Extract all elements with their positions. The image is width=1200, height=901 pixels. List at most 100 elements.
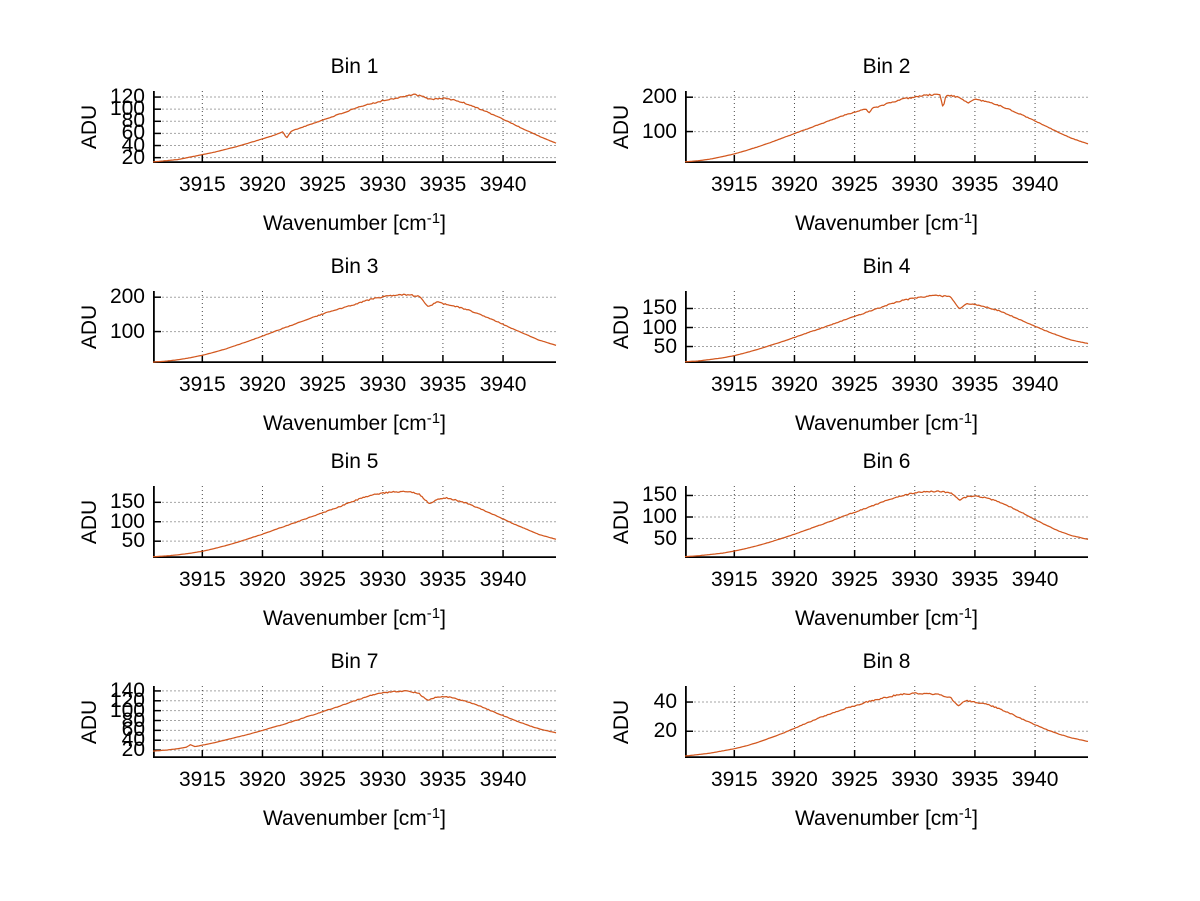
spectrum-curve <box>684 93 1089 163</box>
subplot-bin-3: Bin 3 ADU 100 200 3915 3920 3925 3930 3935 3940 Wa… <box>33 255 578 441</box>
x-tick-label: 3935 <box>419 173 467 196</box>
x-tick-label: 3940 <box>1011 568 1059 591</box>
x-tick-label: 3920 <box>771 173 818 196</box>
x-axis-label-superscript: -1 <box>958 410 973 427</box>
spectrum-curve <box>685 294 1089 363</box>
x-tick-label: 3920 <box>239 568 286 591</box>
x-tick-label: 3915 <box>178 568 226 591</box>
x-tick-label: 3920 <box>771 768 818 791</box>
x-tick-label: 3915 <box>710 373 758 396</box>
x-axis-label-text: ] <box>440 212 446 235</box>
spectrum-curve <box>152 490 557 558</box>
plot-area-bin-5 <box>152 486 557 558</box>
x-tick-label: 3915 <box>178 373 226 396</box>
spectrum-curve <box>684 692 1089 757</box>
spectrum-curve <box>152 93 557 163</box>
x-tick-label: 3915 <box>178 768 226 791</box>
subplot-title: Bin 3 <box>330 255 379 278</box>
y-tick-label: 100 <box>641 315 677 339</box>
x-axis-label-text: Wavenumber [cm <box>795 607 959 630</box>
plot-area-bin-4 <box>684 291 1089 363</box>
subplot-bin-2: Bin 2 ADU 100 200 3915 3920 3925 3930 3935 3940 Wa… <box>565 55 1110 241</box>
y-tick-label: 40 <box>121 133 145 157</box>
x-tick-label: 3920 <box>239 173 286 196</box>
x-tick-label: 3930 <box>891 568 939 591</box>
subplot-title: Bin 7 <box>330 650 379 673</box>
x-tick-label: 3925 <box>299 373 346 396</box>
x-tick-label: 3940 <box>1011 173 1059 196</box>
y-tick-label: 100 <box>641 119 677 143</box>
subplot-bin-1: Bin 1 ADU 20 40 60 80 100 120 3915 3920 3925 3930 39… <box>33 55 578 241</box>
spectrum-curve <box>152 293 557 363</box>
x-axis-label-text: Wavenumber [cm <box>795 412 959 435</box>
x-tick-label: 3930 <box>359 568 407 591</box>
y-tick-label: 200 <box>109 285 145 309</box>
x-axis-label-text: ] <box>972 607 978 630</box>
y-tick-label: 20 <box>121 145 145 169</box>
x-tick-label: 3925 <box>831 768 878 791</box>
y-tick-label: 80 <box>121 109 145 133</box>
x-axis-label-text: ] <box>440 412 446 435</box>
x-axis-label-text: Wavenumber [cm <box>263 807 427 830</box>
x-tick-label: 3930 <box>359 373 407 396</box>
x-tick-label: 3920 <box>771 568 818 591</box>
x-tick-label: 3940 <box>1011 768 1059 791</box>
x-tick-label: 3940 <box>479 373 527 396</box>
plot-area-bin-7 <box>152 686 557 758</box>
x-tick-label: 3925 <box>299 768 346 791</box>
y-tick-label: 40 <box>653 690 677 714</box>
y-tick-label: 150 <box>109 490 145 514</box>
x-axis-label-superscript: -1 <box>958 605 973 622</box>
y-tick-label: 20 <box>653 719 677 743</box>
x-axis-label-superscript: -1 <box>958 210 973 227</box>
x-tick-label: 3930 <box>891 373 939 396</box>
y-tick-label: 50 <box>121 529 145 553</box>
y-tick-label: 140 <box>109 678 145 702</box>
x-axis-label: Wavenumber [cm-1] <box>685 205 1088 235</box>
x-axis-label: Wavenumber [cm-1] <box>153 600 556 630</box>
x-tick-label: 3935 <box>419 768 467 791</box>
x-axis-label-superscript: -1 <box>958 805 973 822</box>
subplot-bin-5: Bin 5 ADU 50 100 150 3915 3920 3925 3930 3935 3940… <box>33 450 578 636</box>
x-tick-label: 3935 <box>951 173 999 196</box>
x-tick-label: 3930 <box>359 768 407 791</box>
x-axis-label-text: ] <box>972 212 978 235</box>
x-axis-label-text: Wavenumber [cm <box>263 412 427 435</box>
subplot-title: Bin 1 <box>330 55 379 78</box>
x-axis-label: Wavenumber [cm-1] <box>685 405 1088 435</box>
x-tick-label: 3930 <box>891 173 939 196</box>
y-tick-label: 200 <box>641 85 677 109</box>
subplot-title: Bin 8 <box>862 650 911 673</box>
x-tick-label: 3915 <box>178 173 226 196</box>
x-tick-label: 3935 <box>951 373 999 396</box>
x-tick-label: 3915 <box>710 173 758 196</box>
y-tick-label: 100 <box>641 505 677 528</box>
x-tick-label: 3915 <box>710 768 758 791</box>
subplot-title: Bin 4 <box>862 255 911 278</box>
x-axis-label-superscript: -1 <box>426 410 441 427</box>
y-tick-label: 60 <box>121 121 145 145</box>
x-tick-label: 3925 <box>831 173 878 196</box>
spectrum-curve <box>684 490 1089 558</box>
x-tick-label: 3940 <box>479 768 527 791</box>
x-axis-label-text: Wavenumber [cm <box>263 607 427 630</box>
subplot-title: Bin 2 <box>862 55 911 78</box>
y-tick-label: 50 <box>653 526 677 550</box>
plot-area-bin-6 <box>684 486 1089 558</box>
x-tick-label: 3930 <box>359 173 407 196</box>
y-tick-label: 100 <box>109 97 145 121</box>
x-tick-label: 3935 <box>951 768 999 791</box>
x-axis-label: Wavenumber [cm-1] <box>685 600 1088 630</box>
x-axis-label-text: Wavenumber [cm <box>795 807 959 830</box>
subplot-bin-8: Bin 8 ADU 20 40 3915 3920 3925 3930 3935 3940 Wave… <box>565 650 1110 836</box>
plot-area-bin-2 <box>684 91 1089 163</box>
x-axis-label-superscript: -1 <box>426 805 441 822</box>
y-tick-label: 100 <box>109 698 145 722</box>
y-tick-label: 100 <box>109 319 145 343</box>
x-axis-label: Wavenumber [cm-1] <box>153 205 556 235</box>
y-tick-label: 40 <box>121 728 145 752</box>
x-axis-label-text: ] <box>972 412 978 435</box>
y-tick-label: 80 <box>121 708 145 732</box>
plot-area-bin-1 <box>152 91 557 163</box>
